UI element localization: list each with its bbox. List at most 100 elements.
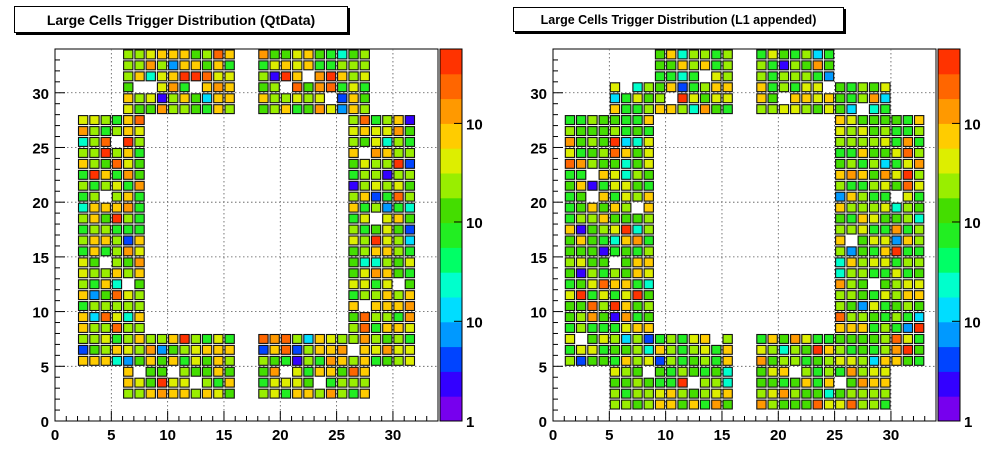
heatmap-cell <box>168 60 179 71</box>
heatmap-cell <box>179 333 190 344</box>
heatmap-cell <box>891 312 902 323</box>
heatmap-cell <box>89 268 100 279</box>
heatmap-cell <box>123 147 134 158</box>
heatmap-cell <box>224 49 235 60</box>
heatmap-cell <box>823 366 835 377</box>
heatmap-cell <box>564 136 576 147</box>
heatmap-cell <box>359 235 370 246</box>
heatmap-cell <box>77 191 89 202</box>
x-tick-label: 10 <box>159 427 176 444</box>
heatmap-cell <box>857 322 868 333</box>
heatmap-cell <box>168 344 179 355</box>
heatmap-cell <box>677 366 688 377</box>
heatmap-cell <box>393 136 404 147</box>
heatmap-cell <box>598 115 609 126</box>
heatmap-cell <box>699 388 711 399</box>
heatmap-cell <box>190 60 202 71</box>
heatmap-cell <box>404 344 416 355</box>
heatmap-cell <box>880 301 891 312</box>
heatmap-cell <box>621 158 632 169</box>
heatmap-cell <box>846 268 857 279</box>
heatmap-cell <box>587 158 598 169</box>
heatmap-cell <box>156 344 168 355</box>
heatmap-cell <box>778 49 790 60</box>
colorbar-segment <box>938 73 960 100</box>
heatmap-cell <box>835 147 846 158</box>
heatmap-cell <box>201 355 213 366</box>
heatmap-cell <box>337 60 348 71</box>
heatmap-cell <box>77 202 89 213</box>
heatmap-cell <box>621 333 632 344</box>
heatmap-cell <box>913 301 925 312</box>
heatmap-cell <box>756 82 767 93</box>
heatmap-cell <box>269 355 280 366</box>
heatmap-cell <box>812 93 823 104</box>
heatmap-cell <box>688 333 700 344</box>
heatmap-cell <box>213 388 224 399</box>
heatmap-cell <box>801 93 812 104</box>
heatmap-cell <box>575 115 587 126</box>
x-tick-label: 15 <box>216 427 233 444</box>
heatmap-cell <box>632 235 643 246</box>
heatmap-cell <box>382 115 393 126</box>
heatmap-cell <box>688 399 700 410</box>
heatmap-cell <box>857 126 868 137</box>
heatmap-cell <box>89 115 100 126</box>
heatmap-cell <box>609 126 621 137</box>
heatmap-cell <box>587 355 598 366</box>
heatmap-cell <box>711 71 722 82</box>
heatmap-cell <box>880 279 891 290</box>
heatmap-cell <box>801 333 812 344</box>
heatmap-cell <box>359 377 370 388</box>
x-tick-label: 10 <box>657 427 674 444</box>
colorbar-segment <box>938 49 960 75</box>
heatmap-cell <box>77 312 89 323</box>
heatmap-cell <box>722 355 733 366</box>
heatmap-cell <box>564 344 576 355</box>
colorbar-label: 10 <box>466 314 483 331</box>
colorbar-segment <box>938 247 960 273</box>
heatmap-cell <box>632 180 643 191</box>
heatmap-cell <box>280 333 292 344</box>
heatmap-cell <box>134 388 145 399</box>
heatmap-cell <box>902 115 914 126</box>
heatmap-cell <box>632 333 643 344</box>
x-tick-label: 5 <box>605 427 613 444</box>
heatmap-cell <box>575 279 587 290</box>
heatmap-cell <box>359 290 370 301</box>
heatmap-cell <box>587 136 598 147</box>
heatmap-cell <box>902 158 914 169</box>
heatmap-cell <box>258 104 269 115</box>
heatmap-cell <box>224 60 235 71</box>
heatmap-cell <box>224 71 235 82</box>
heatmap-cell <box>891 158 902 169</box>
heatmap-cell <box>348 268 359 279</box>
heatmap-cell <box>393 169 404 180</box>
heatmap-cell <box>891 213 902 224</box>
heatmap-cell <box>654 366 666 377</box>
heatmap-cell <box>643 180 654 191</box>
heatmap-cell <box>643 224 654 235</box>
heatmap-cell <box>643 104 654 115</box>
heatmap-cell <box>835 322 846 333</box>
heatmap-cell <box>767 49 778 60</box>
heatmap-cell <box>123 180 134 191</box>
heatmap-cell <box>359 388 370 399</box>
heatmap-cell <box>790 355 801 366</box>
heatmap-cell <box>77 115 89 126</box>
heatmap-cell <box>632 257 643 268</box>
y-tick-label: 15 <box>32 250 49 267</box>
heatmap-cell <box>404 312 416 323</box>
heatmap-cell <box>880 224 891 235</box>
heatmap-cell <box>337 333 348 344</box>
heatmap-cell <box>77 158 89 169</box>
heatmap-cell <box>404 322 416 333</box>
heatmap-cell <box>404 355 416 366</box>
heatmap-cell <box>801 49 812 60</box>
heatmap-cell <box>846 224 857 235</box>
heatmap-cell <box>722 388 733 399</box>
heatmap-cell <box>179 355 190 366</box>
heatmap-cell <box>621 169 632 180</box>
heatmap-cell <box>891 180 902 191</box>
heatmap-cell <box>598 147 609 158</box>
